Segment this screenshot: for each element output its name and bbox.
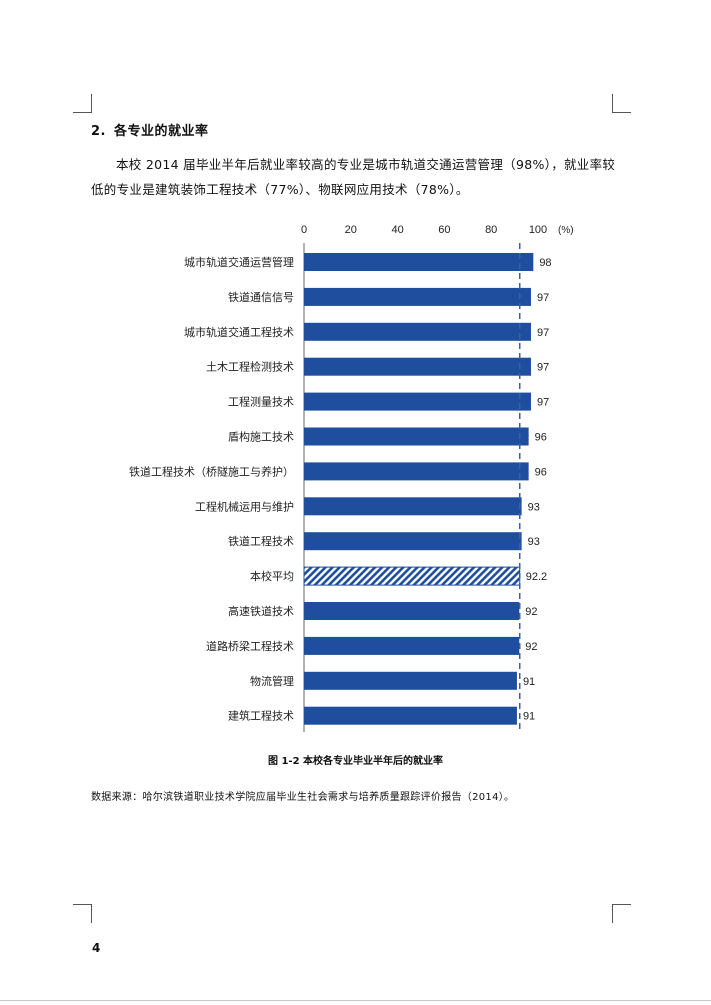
value-label: 97 (537, 292, 549, 304)
x-tick-label: 60 (438, 224, 450, 236)
category-label: 土木工程检测技术 (206, 360, 294, 374)
bar (304, 357, 531, 376)
category-label: 建筑工程技术 (228, 709, 294, 723)
intro-paragraph: 本校 2014 届毕业半年后就业率较高的专业是城市轨道交通运营管理（98%），就… (91, 157, 616, 197)
x-axis-unit: (%) (558, 225, 574, 236)
employment-rate-bar-chart: 0 20 40 60 80 100 (%) 城市轨道交通运营管理 98 铁道通信信号 97 城市轨道交… (129, 224, 574, 732)
category-label: 城市轨道交通运营管理 (184, 255, 294, 269)
section-title: 各专业的就业率 (113, 124, 209, 139)
crop-mark-bottom-right (612, 904, 631, 923)
bar (304, 532, 522, 551)
x-tick-label: 100 (529, 224, 547, 236)
x-tick-label: 40 (391, 224, 403, 236)
value-label: 91 (523, 676, 535, 688)
average-bar (303, 566, 521, 586)
x-tick-label: 0 (301, 224, 307, 236)
value-label: 96 (535, 432, 547, 444)
bar (304, 636, 520, 655)
bar (304, 671, 517, 690)
bar (304, 497, 522, 516)
bar (304, 427, 529, 446)
value-label: 97 (537, 397, 549, 409)
crop-mark-top-left (73, 94, 92, 113)
x-tick-label: 80 (485, 224, 497, 236)
value-label: 93 (528, 501, 540, 513)
value-label: 96 (535, 466, 547, 478)
bar (304, 253, 534, 271)
value-label: 92 (525, 606, 537, 618)
page-bottom-rule (0, 1000, 711, 1001)
crop-mark-bottom-left (73, 904, 92, 923)
category-label: 盾构施工技术 (228, 430, 294, 444)
category-label: 物流管理 (250, 674, 294, 688)
bar (304, 462, 529, 481)
bar (304, 706, 517, 725)
category-label: 铁道通信信号 (228, 290, 294, 304)
x-tick-label: 20 (345, 224, 357, 236)
bar (304, 392, 531, 411)
category-label: 铁道工程技术 (228, 534, 294, 548)
category-label: 工程测量技术 (228, 396, 294, 409)
value-label: 93 (528, 536, 540, 548)
value-label: 92.2 (526, 571, 547, 583)
value-label: 97 (537, 327, 549, 339)
value-label: 97 (537, 362, 549, 374)
crop-mark-top-right (612, 94, 631, 113)
category-label: 铁道工程技术（桥隧施工与养护） (129, 464, 294, 478)
section-number: 2. (91, 124, 106, 139)
category-label: 工程机械运用与维护 (195, 499, 294, 513)
section-heading: 2. 各专业的就业率 (91, 120, 209, 139)
figure-caption: 图 1-2 本校各专业毕业半年后的就业率 (267, 756, 444, 767)
category-label: 道路桥梁工程技术 (206, 639, 294, 653)
data-source-note: 数据来源：哈尔滨铁道职业技术学院应届毕业生社会需求与培养质量跟踪评价报告（201… (91, 792, 515, 803)
bar (304, 602, 520, 620)
category-label: 城市轨道交通工程技术 (184, 325, 294, 339)
value-label: 92 (525, 641, 537, 653)
value-label: 98 (539, 257, 551, 269)
bar (304, 287, 531, 306)
category-label: 高速铁道技术 (228, 604, 294, 618)
page-number: 4 (92, 941, 101, 955)
bar (304, 322, 531, 341)
category-label: 本校平均 (250, 569, 294, 583)
value-label: 91 (523, 711, 535, 723)
